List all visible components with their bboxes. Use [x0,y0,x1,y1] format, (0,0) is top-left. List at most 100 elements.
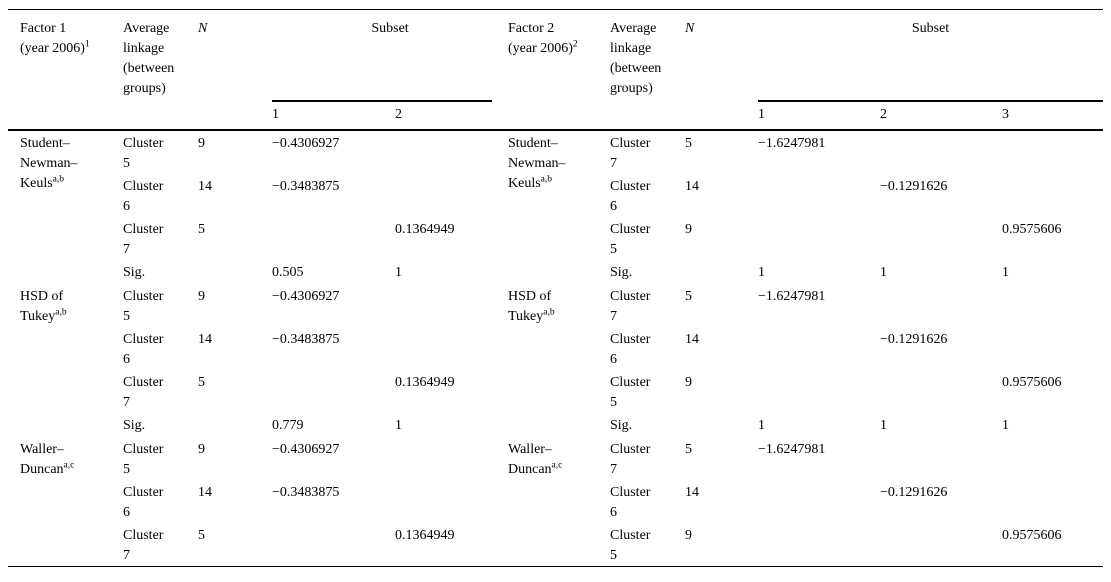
subset-value [758,523,880,567]
method-label-right: Waller–Duncana,c [508,437,610,567]
cluster-row: Cluster 6 14 −0.3483875 Cluster 6 14 −0.12916… [8,327,1103,370]
cluster-name: Cluster 7 [610,135,651,171]
subset2-group-header: Subset [758,10,1103,102]
sig-label-right: Sig. [610,264,633,280]
subset2-label: Subset [911,21,950,36]
method-label-left: HSD of Tukeya,b [8,284,123,437]
factor1-label: Factor 1 (year 2006) [20,21,85,56]
cluster-cell-right: Cluster 7 [610,437,685,480]
subset-value: 0.1364949 [395,527,455,543]
method-label-text: HSD of Tukeya,b [508,287,584,327]
n2-header: N [685,9,758,131]
n-value-left: 9 [198,441,205,457]
factor2-footnote-mark: 2 [572,39,578,50]
n-value-right: 9 [685,221,692,237]
subset-value [395,327,508,370]
method-label-left: Waller–Duncana,c [8,437,123,567]
cluster-cell-left: Cluster 6 [123,480,198,523]
cluster-cell-left: Cluster 5 [123,284,198,327]
subset-value [880,370,1002,413]
subset-value [395,130,508,174]
subset-value [272,370,395,413]
subset-value: −1.6247981 [758,288,826,304]
subset-value: −0.1291626 [880,484,948,500]
sig-value: 0.505 [272,264,304,280]
method-footnote-mark: a,b [543,306,555,317]
n-value-left: 14 [198,331,212,347]
n-empty [198,260,272,284]
cluster-name: Cluster 6 [610,484,651,520]
cluster-name: Cluster 7 [123,527,164,563]
sig-label-right: Sig. [610,417,633,433]
cluster-row: Cluster 7 5 0.1364949 Cluster 5 9 0.9575606 [8,523,1103,567]
method-footnote-mark: a,b [540,173,553,184]
cluster-cell-right: Cluster 7 [610,284,685,327]
cluster-name: Cluster 7 [610,288,651,324]
subset-value [758,327,880,370]
linkage1-header: Average linkage (between groups) [123,9,198,131]
subset-value [272,523,395,567]
subset-value: −0.4306927 [272,288,340,304]
cluster-name: Cluster 5 [610,221,651,257]
sig-value: 0.779 [272,417,304,433]
n-value-left: 5 [198,374,205,390]
method-footnote-mark: a,c [551,459,563,470]
cluster-cell-left: Cluster 6 [123,174,198,217]
cluster-cell-right: Cluster 6 [610,327,685,370]
n-value-right: 14 [685,178,699,194]
n-empty [198,413,272,437]
sig-value: 1 [395,417,402,433]
n-value-right: 14 [685,484,699,500]
factor1-header: Factor 1 (year 2006)1 [8,9,123,131]
n-value-left: 5 [198,527,205,543]
header-row-top: Factor 1 (year 2006)1 Average linkage (b… [8,9,1103,131]
method-label-text: Waller–Duncana,c [508,440,584,480]
method-name: Student–Newman–Keuls [20,135,78,191]
cluster-name: Cluster 5 [123,288,164,324]
method-footnote-mark: a,b [55,306,67,317]
subset-value [395,284,508,327]
cluster-row: Cluster 6 14 −0.3483875 Cluster 6 14 −0.12916… [8,174,1103,217]
method-name: HSD of Tukey [508,288,552,324]
subset-value: −0.1291626 [880,331,948,347]
cluster-cell-left: Cluster 6 [123,327,198,370]
method-label-right: Student–Newman–Keulsa,b [508,130,610,284]
n1-header: N [198,9,272,131]
cluster-name: Cluster 7 [610,441,651,477]
method-name: Student–Newman–Keuls [508,135,566,191]
sig-row: Sig. 0.779 1 Sig. 1 1 1 [8,413,1103,437]
cluster-row: Waller–Duncana,c Cluster 5 9 −0.4306927 Wall… [8,437,1103,480]
method-name: HSD of Tukey [20,288,64,324]
paper-page: Factor 1 (year 2006)1 Average linkage (b… [0,9,1111,582]
subset2-col2-header: 2 [880,101,1002,131]
cluster-cell-left: Cluster 5 [123,437,198,480]
cluster-row: Cluster 7 5 0.1364949 Cluster 5 9 0.9575606 [8,217,1103,260]
cluster-row: Cluster 7 5 0.1364949 Cluster 5 9 0.9575606 [8,370,1103,413]
subset2-col1-header: 1 [758,101,880,131]
cluster-cell-left: Cluster 7 [123,370,198,413]
n-value-left: 9 [198,135,205,151]
subset-value: −1.6247981 [758,135,826,151]
subset-value [1002,480,1103,523]
subset-value: 0.9575606 [1002,527,1062,543]
subset-value: −0.3483875 [272,178,340,194]
method-name: Waller–Duncan [20,441,64,477]
cluster-name: Cluster 6 [123,331,164,367]
n-value-left: 5 [198,221,205,237]
subset-value [880,284,1002,327]
factor2-label: Factor 2 (year 2006) [508,21,573,56]
posthoc-table: Factor 1 (year 2006)1 Average linkage (b… [8,9,1103,567]
cluster-row: Student–Newman–Keulsa,b Cluster 5 9 −0.4306… [8,130,1103,191]
sig-value: 1 [880,264,887,280]
subset-value: 0.1364949 [395,221,455,237]
subset-value: −1.6247981 [758,441,826,457]
subset-value [1002,174,1103,217]
cluster-name: Cluster 5 [610,374,651,410]
factor1-footnote-mark: 1 [84,39,90,50]
subset-value: 0.9575606 [1002,374,1062,390]
cluster-name: Cluster 5 [123,441,164,477]
subset-value [395,480,508,523]
subset1-label: Subset [371,21,409,36]
cluster-row: Cluster 6 14 −0.3483875 Cluster 6 14 −0.12916… [8,480,1103,523]
linkage2-header: Average linkage (between groups) [610,9,685,131]
